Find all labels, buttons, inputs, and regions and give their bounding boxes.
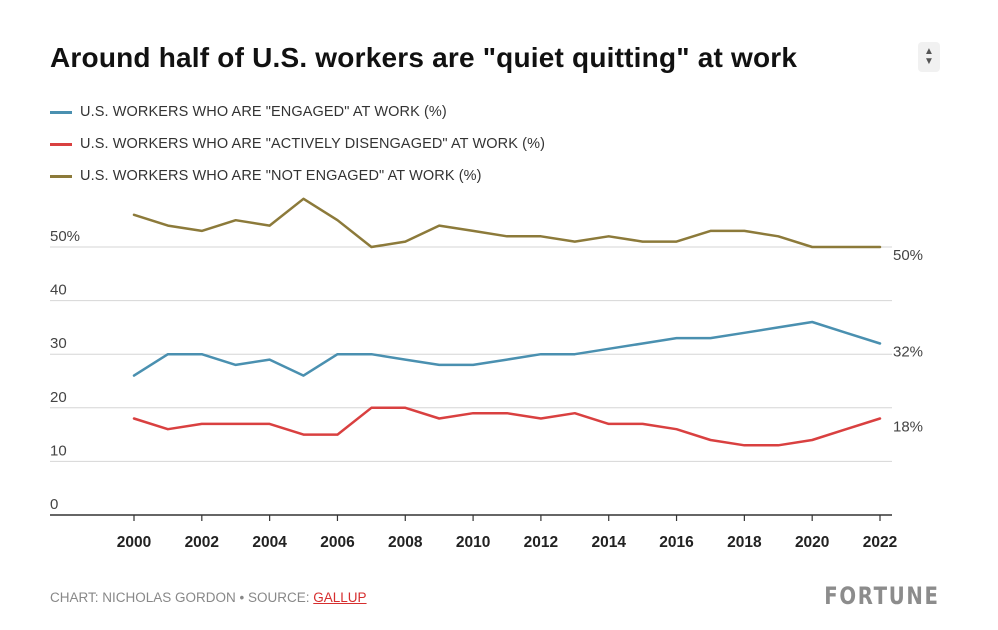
- legend-swatch-actively-disengaged: [50, 142, 72, 146]
- x-tick-label-2006: 2006: [320, 534, 355, 551]
- legend-item-actively-disengaged: U.S. WORKERS WHO ARE "ACTIVELY DISENGAGE…: [50, 128, 545, 160]
- legend-swatch-not-engaged: [50, 174, 72, 178]
- legend-item-not-engaged: U.S. WORKERS WHO ARE "NOT ENGAGED" AT WO…: [50, 160, 545, 192]
- x-tick-label-2022: 2022: [863, 534, 897, 551]
- credit-text: CHART: NICHOLAS GORDON • SOURCE:: [50, 590, 314, 605]
- y-tick-label-30: 30: [50, 335, 67, 352]
- legend: U.S. WORKERS WHO ARE "ENGAGED" AT WORK (…: [50, 96, 545, 192]
- x-tick-label-2010: 2010: [456, 534, 490, 551]
- scroll-stepper[interactable]: ▲ ▼: [918, 42, 940, 72]
- end-label-not-engaged: 50%: [893, 247, 923, 264]
- legend-label-actively-disengaged: U.S. WORKERS WHO ARE "ACTIVELY DISENGAGE…: [80, 136, 545, 152]
- chart-title: Around half of U.S. workers are "quiet q…: [50, 42, 798, 73]
- x-tick-label-2020: 2020: [795, 534, 829, 551]
- x-tick-label-2000: 2000: [117, 534, 151, 551]
- legend-label-not-engaged: U.S. WORKERS WHO ARE "NOT ENGAGED" AT WO…: [80, 168, 482, 184]
- legend-item-engaged: U.S. WORKERS WHO ARE "ENGAGED" AT WORK (…: [50, 96, 545, 128]
- fortune-logo: FORTUNE: [824, 582, 940, 610]
- y-tick-label-50: 50%: [50, 228, 80, 245]
- y-tick-label-20: 20: [50, 389, 67, 406]
- x-tick-label-2018: 2018: [727, 534, 762, 551]
- series-line-actively-disengaged: [132, 406, 882, 447]
- x-tick-label-2012: 2012: [524, 534, 558, 551]
- chevron-up-icon[interactable]: ▲: [924, 46, 934, 57]
- series-line-engaged: [132, 320, 882, 377]
- end-label-engaged: 32%: [893, 343, 923, 360]
- x-tick-label-2004: 2004: [252, 534, 287, 551]
- x-tick-label-2002: 2002: [185, 534, 219, 551]
- x-tick-label-2016: 2016: [659, 534, 694, 551]
- chart-credit: CHART: NICHOLAS GORDON • SOURCE: GALLUP: [50, 590, 367, 605]
- end-label-actively-disengaged: 18%: [893, 419, 923, 436]
- y-tick-label-10: 10: [50, 442, 67, 459]
- series-line-not-engaged: [132, 197, 882, 249]
- legend-label-engaged: U.S. WORKERS WHO ARE "ENGAGED" AT WORK (…: [80, 104, 447, 120]
- y-tick-label-40: 40: [50, 282, 67, 299]
- x-tick-label-2008: 2008: [388, 534, 423, 551]
- source-link[interactable]: GALLUP: [313, 590, 367, 605]
- chevron-down-icon[interactable]: ▼: [924, 56, 934, 67]
- x-tick-label-2014: 2014: [591, 534, 626, 551]
- y-tick-label-0: 0: [50, 496, 58, 513]
- legend-swatch-engaged: [50, 110, 72, 114]
